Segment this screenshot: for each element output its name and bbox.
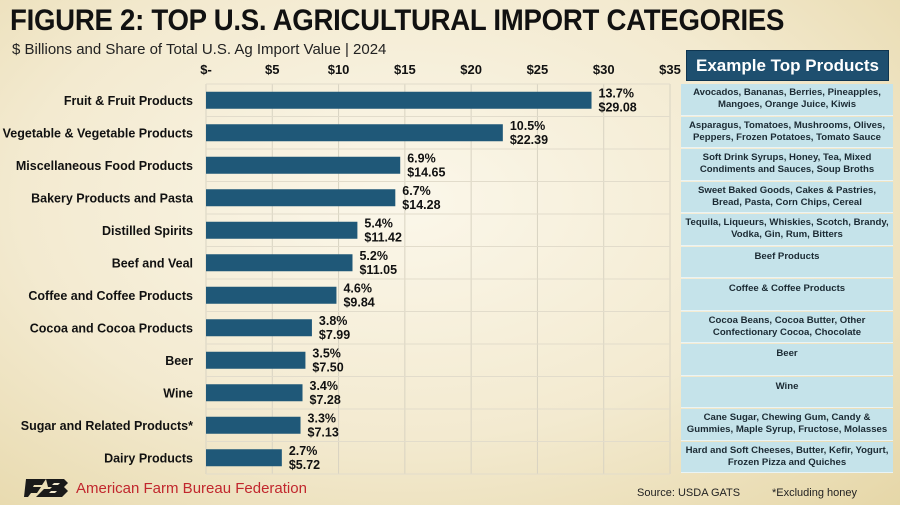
value-label: $11.05 [359, 263, 397, 277]
category-label: Cocoa and Cocoa Products [30, 321, 193, 335]
x-tick-label: $20 [460, 62, 482, 77]
share-label: 3.8% [319, 314, 348, 328]
category-label: Bakery Products and Pasta [31, 191, 194, 205]
bar [206, 221, 358, 239]
bar [206, 351, 306, 369]
value-label: $5.72 [289, 458, 320, 472]
value-label: $7.13 [308, 425, 339, 439]
example-product-cell: Coffee & Coffee Products [681, 279, 893, 311]
bar [206, 319, 312, 337]
bar [206, 416, 301, 434]
x-tick-label: $10 [328, 62, 350, 77]
value-label: $7.28 [310, 393, 341, 407]
value-label: $22.39 [510, 133, 548, 147]
category-label: Coffee and Coffee Products [28, 289, 193, 303]
example-product-cell: Sweet Baked Goods, Cakes & Pastries, Bre… [681, 181, 893, 213]
bar [206, 449, 282, 467]
value-label: $11.42 [364, 230, 402, 244]
bar [206, 286, 337, 304]
example-product-cell: Hard and Soft Cheeses, Butter, Kefir, Yo… [681, 441, 893, 473]
x-tick-label: $15 [394, 62, 416, 77]
share-label: 3.4% [310, 379, 339, 393]
example-product-cell: Asparagus, Tomatoes, Mushrooms, Olives, … [681, 116, 893, 148]
example-product-cell: Tequila, Liqueurs, Whiskies, Scotch, Bra… [681, 214, 893, 246]
value-label: $9.84 [343, 295, 374, 309]
bar [206, 254, 353, 272]
category-label: Beer [165, 354, 193, 368]
category-label: Fruit & Fruit Products [64, 94, 193, 108]
share-label: 5.4% [364, 216, 393, 230]
share-label: 13.7% [599, 86, 634, 100]
category-label: Miscellaneous Food Products [16, 159, 193, 173]
value-label: $14.28 [402, 198, 440, 212]
example-product-cell: Wine [681, 376, 893, 408]
x-tick-label: $25 [527, 62, 549, 77]
organization-name: American Farm Bureau Federation [76, 480, 307, 497]
category-label: Beef and Veal [112, 256, 193, 270]
x-tick-label: $- [200, 62, 212, 77]
chart-title: FIGURE 2: TOP U.S. AGRICULTURAL IMPORT C… [10, 4, 785, 37]
share-label: 6.7% [402, 184, 431, 198]
x-tick-label: $35 [659, 62, 681, 77]
category-label: Sugar and Related Products* [21, 419, 193, 433]
bar [206, 91, 592, 109]
chart-subtitle: $ Billions and Share of Total U.S. Ag Im… [12, 41, 387, 58]
share-label: 4.6% [343, 281, 372, 295]
example-products-header: Example Top Products [686, 50, 889, 81]
bar [206, 124, 503, 142]
example-product-cell: Soft Drink Syrups, Honey, Tea, Mixed Con… [681, 149, 893, 181]
footnote: *Excluding honey [772, 487, 858, 499]
share-label: 10.5% [510, 119, 545, 133]
example-product-cell: Beef Products [681, 246, 893, 278]
value-label: $7.99 [319, 328, 350, 342]
x-tick-label: $5 [265, 62, 279, 77]
share-label: 6.9% [407, 151, 436, 165]
category-label: Dairy Products [104, 451, 193, 465]
example-product-cell: Cocoa Beans, Cocoa Butter, Other Confect… [681, 311, 893, 343]
bar [206, 156, 401, 174]
share-label: 3.3% [308, 411, 337, 425]
value-label: $7.50 [312, 360, 343, 374]
value-label: $29.08 [599, 100, 637, 114]
source-note: Source: USDA GATS [637, 487, 741, 499]
category-label: Vegetable & Vegetable Products [3, 126, 193, 140]
share-label: 3.5% [312, 346, 341, 360]
bar [206, 384, 303, 402]
category-label: Distilled Spirits [102, 224, 193, 238]
example-product-cell: Cane Sugar, Chewing Gum, Candy & Gummies… [681, 409, 893, 441]
bar [206, 189, 396, 207]
share-label: 5.2% [359, 249, 388, 263]
value-label: $14.65 [407, 165, 445, 179]
x-tick-label: $30 [593, 62, 615, 77]
example-product-cell: Beer [681, 344, 893, 376]
example-product-cell: Avocados, Bananas, Berries, Pineapples, … [681, 84, 893, 116]
share-label: 2.7% [289, 444, 318, 458]
farm-bureau-logo-icon [24, 479, 68, 497]
category-label: Wine [163, 386, 193, 400]
